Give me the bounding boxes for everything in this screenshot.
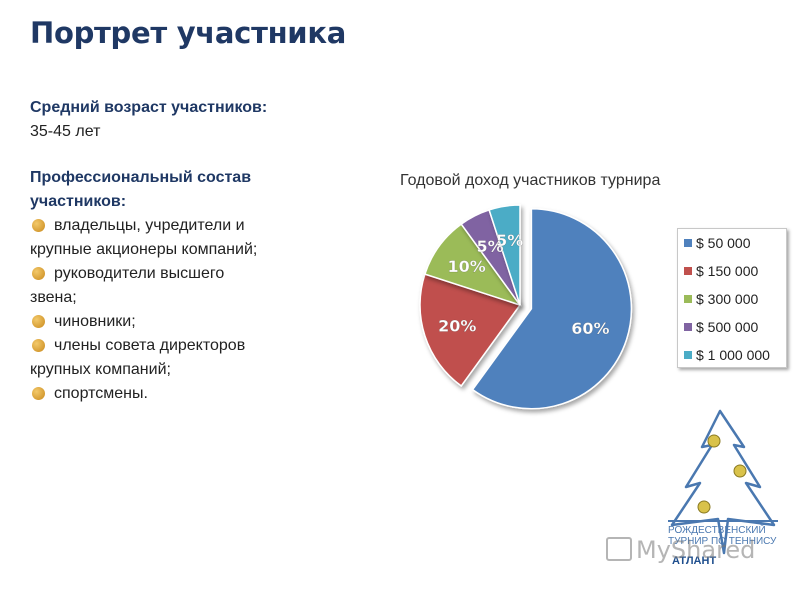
legend-swatch: [684, 323, 692, 331]
bullet-icon: [32, 267, 45, 280]
bullet-icon: [32, 339, 45, 352]
bullet-icon: [32, 387, 45, 400]
list-item-line1: спортсмены.: [54, 385, 148, 402]
watermark-icon: [606, 537, 632, 561]
list-item-cont: крупные акционеры компаний;: [30, 238, 330, 262]
legend-label: $ 150 000: [696, 263, 759, 279]
pie-slice-label-1: 60%: [571, 319, 609, 338]
legend-item-3: $ 300 000: [684, 291, 758, 307]
professions-label-line1: Профессиональный состав: [30, 169, 252, 186]
list-item-line2: крупные акционеры компаний;: [30, 241, 258, 258]
list-item-cont: крупных компаний;: [30, 358, 330, 382]
legend-item-4: $ 500 000: [684, 319, 758, 335]
list-item-line1: руководители высшего: [54, 265, 225, 282]
pie-slice-5: [488, 204, 521, 306]
pie-slice-2: [419, 273, 522, 387]
professions-list: владельцы, учредители и крупные акционер…: [30, 214, 330, 406]
chart-legend: $ 50 000 $ 150 000 $ 300 000 $ 500 000 $…: [677, 228, 787, 368]
watermark-text: MyShared: [636, 536, 756, 564]
pie-slice-label-2: 20%: [438, 316, 476, 335]
tree-logo-icon: [670, 409, 776, 555]
legend-item-1: $ 50 000: [684, 235, 751, 251]
list-item: руководители высшего: [30, 262, 330, 286]
legend-label: $ 300 000: [696, 291, 759, 307]
legend-label: $ 1 000 000: [696, 347, 770, 363]
list-item: чиновники;: [30, 310, 330, 334]
bullet-icon: [32, 219, 45, 232]
logo-text: Рождественский турнир по теннису: [668, 520, 778, 547]
pie-slice-label-4: 5%: [476, 237, 503, 256]
list-item-line1: владельцы, учредители и: [54, 217, 245, 234]
legend-label: $ 500 000: [696, 319, 759, 335]
list-item: спортсмены.: [30, 382, 330, 406]
legend-swatch: [684, 295, 692, 303]
chart-title: Годовой доход участников турнира: [400, 172, 661, 189]
income-pie-chart: 60%20%10%5%5%: [419, 204, 633, 410]
pie-slice-label-5: 5%: [496, 231, 523, 250]
list-item-line1: члены совета директоров: [54, 337, 246, 354]
legend-swatch: [684, 351, 692, 359]
age-value: 35-45 лет: [30, 123, 101, 140]
pie-slice-label-3: 10%: [447, 257, 485, 276]
legend-item-2: $ 150 000: [684, 263, 758, 279]
legend-label: $ 50 000: [696, 235, 751, 251]
legend-item-5: $ 1 000 000: [684, 347, 770, 363]
legend-swatch: [684, 239, 692, 247]
list-item-line1: чиновники;: [54, 313, 136, 330]
list-item: члены совета директоров: [30, 334, 330, 358]
list-item-line2: крупных компаний;: [30, 361, 171, 378]
professions-label-line2: участников:: [30, 193, 127, 210]
legend-swatch: [684, 267, 692, 275]
list-item-line2: звена;: [30, 289, 77, 306]
participant-info: Средний возраст участников: 35-45 лет Пр…: [30, 96, 330, 406]
watermark: MyShared: [606, 536, 755, 564]
list-item-cont: звена;: [30, 286, 330, 310]
age-label: Средний возраст участников:: [30, 99, 268, 116]
page-title: Портрет участника: [30, 16, 346, 50]
logo-brand: АТЛАНТ: [672, 555, 717, 567]
bullet-icon: [32, 315, 45, 328]
list-item: владельцы, учредители и: [30, 214, 330, 238]
pie-slice-1: [471, 207, 633, 410]
